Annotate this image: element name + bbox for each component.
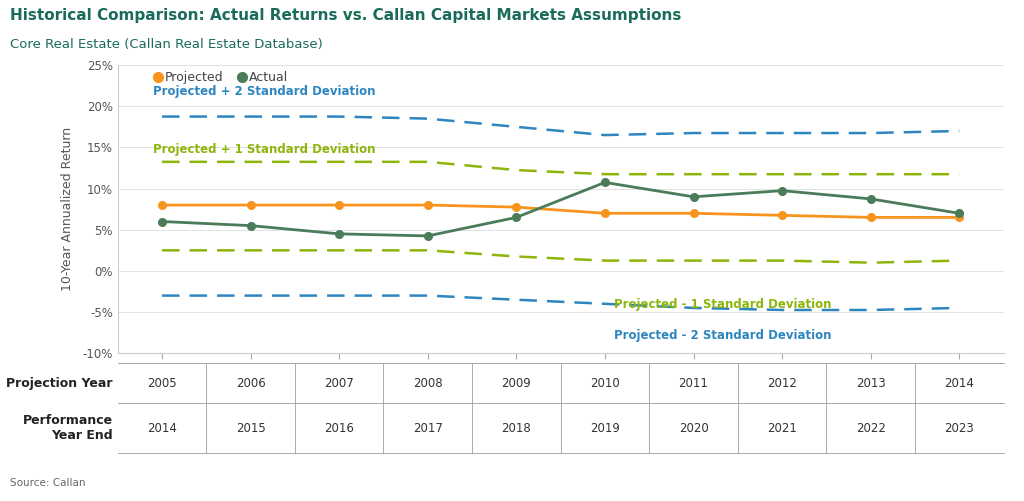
Text: 2023: 2023 bbox=[944, 422, 974, 435]
Text: 2020: 2020 bbox=[679, 422, 709, 435]
Text: 2009: 2009 bbox=[502, 377, 531, 390]
Text: Projection Year: Projection Year bbox=[6, 377, 113, 390]
Text: 2022: 2022 bbox=[856, 422, 886, 435]
Text: 2005: 2005 bbox=[147, 377, 177, 390]
Text: 2012: 2012 bbox=[767, 377, 797, 390]
Text: Projected + 1 Standard Deviation: Projected + 1 Standard Deviation bbox=[154, 143, 376, 156]
Text: 2017: 2017 bbox=[413, 422, 442, 435]
Text: 2006: 2006 bbox=[236, 377, 265, 390]
Text: 2007: 2007 bbox=[325, 377, 354, 390]
Text: Performance
Year End: Performance Year End bbox=[23, 414, 113, 442]
Text: 2008: 2008 bbox=[413, 377, 442, 390]
Text: Historical Comparison: Actual Returns vs. Callan Capital Markets Assumptions: Historical Comparison: Actual Returns vs… bbox=[10, 8, 682, 23]
Text: 2014: 2014 bbox=[147, 422, 177, 435]
Y-axis label: 10-Year Annualized Return: 10-Year Annualized Return bbox=[61, 127, 74, 291]
Text: 2011: 2011 bbox=[679, 377, 709, 390]
Legend: Projected, Actual: Projected, Actual bbox=[155, 71, 288, 84]
Text: 2014: 2014 bbox=[944, 377, 974, 390]
Text: 2013: 2013 bbox=[856, 377, 886, 390]
Text: 2021: 2021 bbox=[767, 422, 797, 435]
Text: Projected + 2 Standard Deviation: Projected + 2 Standard Deviation bbox=[154, 85, 376, 98]
Text: Projected - 1 Standard Deviation: Projected - 1 Standard Deviation bbox=[613, 299, 831, 312]
Text: 2010: 2010 bbox=[590, 377, 620, 390]
Text: Source: Callan: Source: Callan bbox=[10, 478, 86, 488]
Text: 2016: 2016 bbox=[325, 422, 354, 435]
Text: 2015: 2015 bbox=[236, 422, 265, 435]
Text: 2018: 2018 bbox=[502, 422, 531, 435]
Text: 2019: 2019 bbox=[590, 422, 620, 435]
Text: Core Real Estate (Callan Real Estate Database): Core Real Estate (Callan Real Estate Dat… bbox=[10, 38, 323, 51]
Text: Projected - 2 Standard Deviation: Projected - 2 Standard Deviation bbox=[613, 329, 831, 342]
